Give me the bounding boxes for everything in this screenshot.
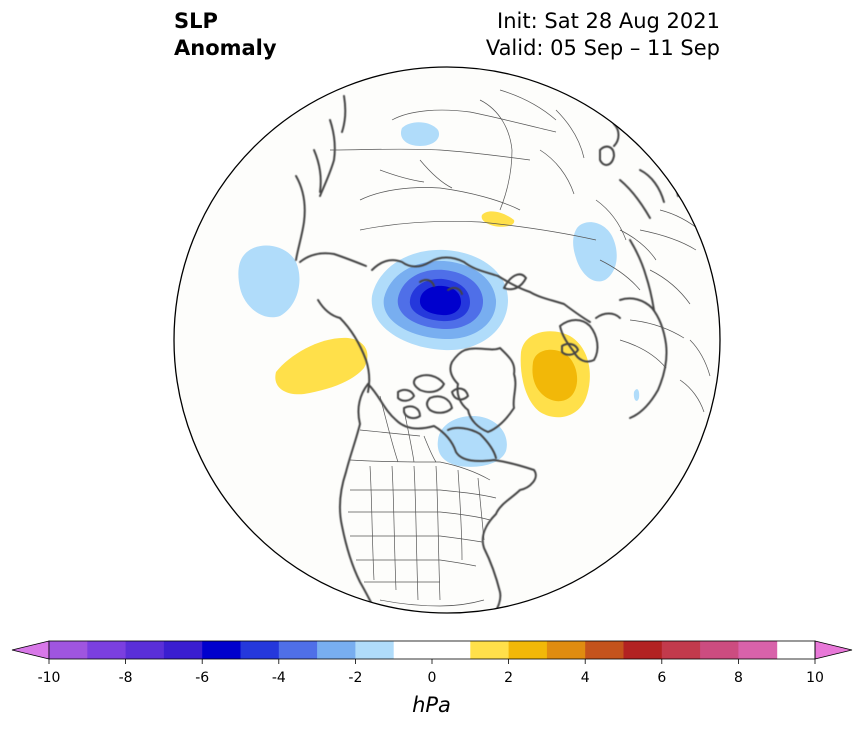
colorbar-bin-0 [49,641,88,659]
political-borders [329,89,711,607]
colorbar-over-extension [814,640,853,660]
colorbar-tick-label: 6 [657,670,666,686]
colorbar-bin-14 [623,641,663,659]
colorbar-bin-1 [87,641,127,659]
colorbar-bin-16 [700,641,739,659]
anomaly-low-atlantic [633,389,640,401]
colorbar-tick-label: 0 [428,670,437,686]
colorbar-tick-label: 4 [581,670,590,686]
polar-map [173,66,721,614]
title-line-2: Anomaly [174,36,277,60]
colorbar-bin-5 [240,641,280,659]
valid-range: Valid: 05 Sep – 11 Sep [485,36,720,60]
colorbar-bin-3 [163,641,203,659]
colorbar-bin-7 [317,641,356,659]
colorbar-tick-label: 2 [504,670,513,686]
date-info: Init: Sat 28 Aug 2021 Valid: 05 Sep – 11… [486,8,720,62]
colorbar-under-extension [11,640,50,660]
anomaly-low-europe [573,222,617,282]
colorbar-bin-9 [393,641,471,659]
colorbar-ticks: -10 -8 -6 -4 -2 0 2 4 6 8 10 [38,659,824,686]
colorbar-bin-10 [470,641,510,659]
colorbar-tick-label: -6 [195,670,209,686]
anomaly-high-greenland [520,331,590,418]
anomaly-high-bering [275,337,368,395]
colorbar-bin-12 [546,641,586,659]
colorbar-tick-label: 8 [734,670,743,686]
anomaly-low-arctic [371,249,508,351]
map-title: SLP Anomaly [174,8,277,62]
colorbar-bin-4 [202,641,241,659]
colorbar-tick-label: -8 [119,670,133,686]
map-boundary [173,66,721,614]
colorbar-bin-2 [125,641,165,659]
colorbar: -10 -8 -6 -4 -2 0 2 4 6 8 10 [11,640,853,686]
anomaly-shading [238,122,640,467]
init-date: Init: Sat 28 Aug 2021 [497,9,720,33]
colorbar-bin-15 [661,641,701,659]
coastlines [295,95,679,613]
colorbar-bin-13 [585,641,624,659]
anomaly-low-asia [400,122,440,146]
colorbar-unit-label: hPa [412,693,451,717]
colorbar-bin-8 [355,641,395,659]
title-line-1: SLP [174,9,218,33]
colorbar-bins [49,641,778,659]
colorbar-bin-17 [738,641,778,659]
colorbar-tick-label: 10 [806,670,824,686]
colorbar-bin-6 [278,641,318,659]
anomaly-low-pacific [238,245,300,318]
colorbar-tick-label: -4 [272,670,286,686]
colorbar-tick-label: -2 [348,670,362,686]
colorbar-bin-11 [508,641,548,659]
colorbar-tick-label: -10 [38,670,61,686]
